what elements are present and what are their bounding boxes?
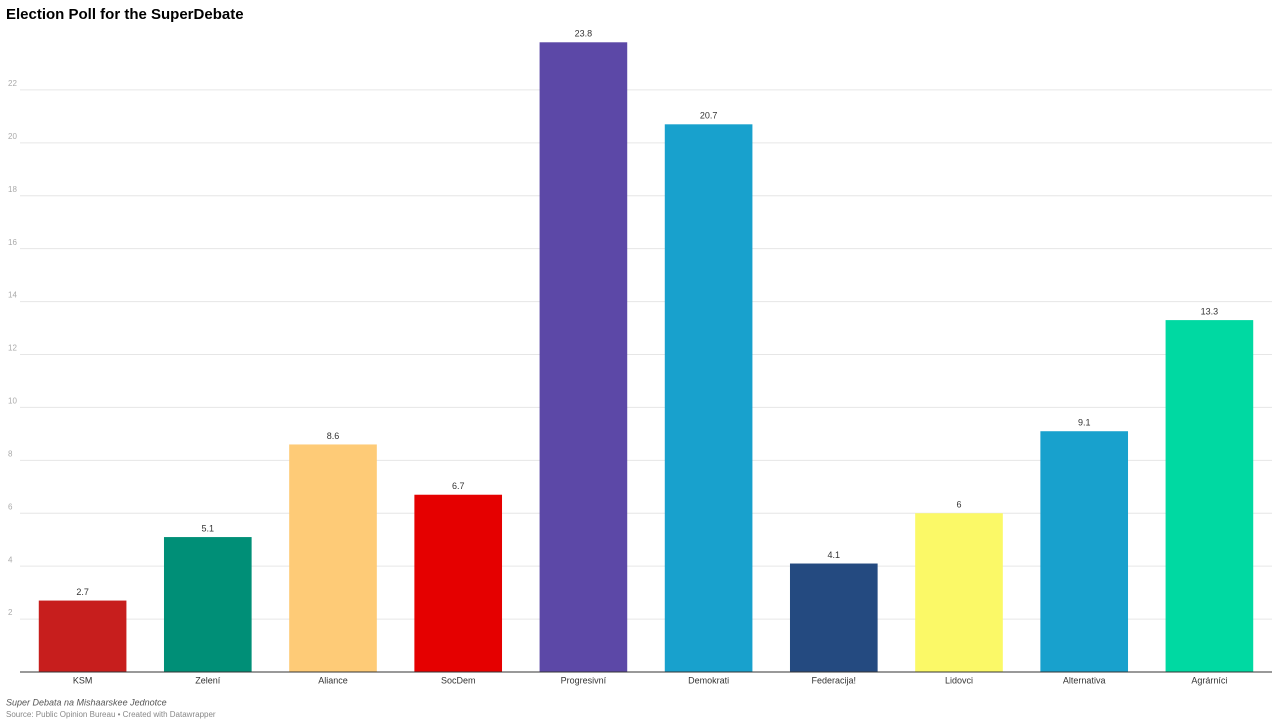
value-label: 6.7: [452, 481, 465, 491]
y-tick-label: 18: [8, 185, 17, 194]
bar: [414, 494, 503, 672]
value-label: 6: [956, 500, 961, 510]
value-label: 2.7: [76, 587, 89, 597]
x-tick-label: Federacija!: [812, 675, 857, 685]
y-tick-label: 8: [8, 449, 13, 458]
value-label: 20.7: [700, 111, 718, 121]
y-tick-label: 6: [8, 502, 13, 511]
x-tick-label: Lidovci: [945, 675, 973, 685]
y-tick-label: 12: [8, 344, 17, 353]
y-tick-label: 20: [8, 132, 17, 141]
bar: [38, 600, 127, 672]
value-label: 23.8: [575, 29, 593, 39]
bar: [915, 513, 1003, 672]
bar: [163, 537, 252, 672]
value-label: 8.6: [327, 431, 340, 441]
value-label: 4.1: [828, 550, 841, 560]
bar: [1040, 431, 1129, 672]
y-tick-label: 4: [8, 555, 13, 564]
bar: [539, 42, 628, 672]
bar: [289, 444, 377, 672]
value-label: 9.1: [1078, 418, 1091, 428]
value-label: 5.1: [202, 523, 215, 533]
y-tick-label: 16: [8, 238, 17, 247]
x-tick-label: Agrárníci: [1191, 675, 1227, 685]
bar: [789, 563, 878, 672]
bar: [664, 124, 753, 672]
y-tick-label: 14: [8, 291, 17, 300]
y-tick-label: 22: [8, 79, 17, 88]
value-label: 13.3: [1201, 306, 1219, 316]
y-tick-label: 10: [8, 397, 17, 406]
x-tick-label: Demokrati: [688, 675, 729, 685]
bar: [1165, 320, 1254, 672]
notes: Super Debata na Mishaarskee Jednotce: [6, 697, 167, 707]
x-tick-label: Aliance: [318, 675, 348, 685]
x-tick-label: KSM: [73, 675, 93, 685]
x-tick-label: SocDem: [441, 675, 476, 685]
x-tick-label: Progresivní: [561, 675, 607, 685]
y-tick-label: 2: [8, 608, 13, 617]
source: Source: Public Opinion Bureau • Created …: [6, 710, 216, 719]
x-tick-label: Zelení: [195, 675, 221, 685]
chart-title: Election Poll for the SuperDebate: [6, 6, 244, 23]
x-tick-label: Alternativa: [1063, 675, 1106, 685]
